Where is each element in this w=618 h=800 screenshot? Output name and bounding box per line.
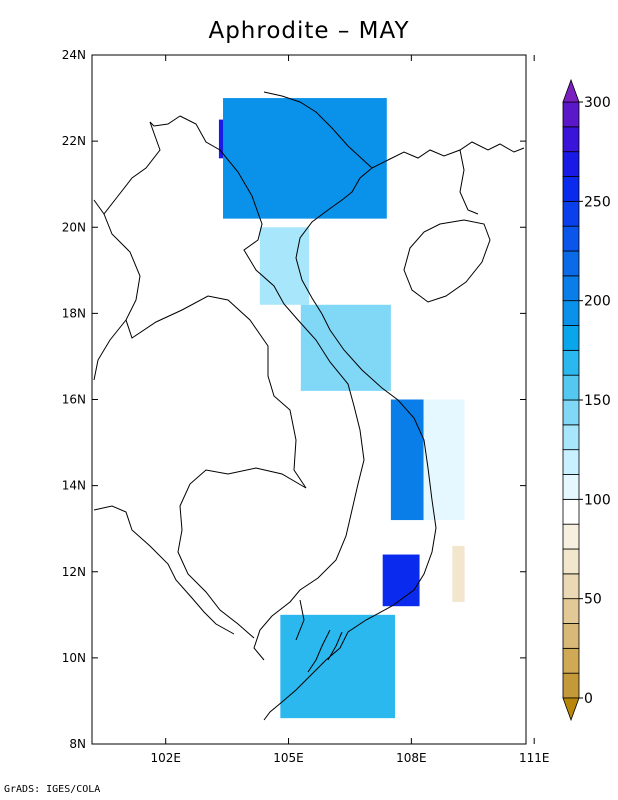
colorbar-box (562, 325, 580, 351)
precip-region-3 (300, 304, 391, 391)
map-outlines (93, 91, 525, 721)
colorbar: 300 250 200 150 100 50 0 (562, 78, 611, 722)
precip-region-7 (452, 545, 465, 602)
lon-tick-label: 108E (396, 751, 427, 765)
colorbar-box (562, 623, 580, 649)
precip-region-6 (382, 554, 420, 607)
colorbar-box (562, 200, 580, 227)
precipitation-cells (218, 98, 465, 719)
colorbar-box (562, 225, 580, 252)
lat-tick-label: 18N (62, 306, 86, 320)
colorbar-box (562, 300, 580, 326)
hainan-island (403, 219, 491, 303)
colorbar-box (562, 424, 580, 451)
lat-tick-label: 14N (62, 479, 86, 493)
vietnam-border (179, 115, 365, 661)
colorbar-label: 250 (584, 194, 611, 210)
colorbar-box (562, 672, 580, 699)
vietnam-coastline (263, 167, 437, 721)
lat-tick-label: 10N (62, 651, 86, 665)
colorbar-box (562, 548, 580, 575)
colorbar-label: 50 (584, 592, 602, 608)
colorbar-box (562, 250, 580, 277)
colorbar-box (562, 449, 580, 475)
precip-region-8 (280, 614, 395, 719)
precip-region-2 (259, 227, 309, 305)
lon-tick-label: 111E (519, 751, 550, 765)
colorbar-box (562, 101, 580, 128)
lat-tick-label: 22N (62, 134, 86, 148)
precip-region-1 (223, 98, 387, 219)
precip-region-5 (423, 399, 465, 521)
china-coastline (371, 141, 525, 169)
lat-tick-label: 20N (62, 220, 86, 234)
colorbar-box (562, 399, 580, 426)
colorbar-box (562, 176, 580, 202)
credit-text: GrADS: IGES/COLA (4, 784, 101, 795)
lon-tick-label: 102E (150, 751, 181, 765)
colorbar-box (562, 349, 580, 376)
map-title: Aphrodite – MAY (208, 18, 410, 44)
precip-region-4 (390, 399, 424, 521)
colorbar-box (562, 151, 580, 177)
colorbar-box (562, 598, 580, 624)
mekong-channels (295, 599, 343, 673)
colorbar-box (562, 498, 580, 525)
colorbar-box (562, 374, 580, 401)
colorbar-label: 0 (584, 691, 593, 707)
colorbar-box (562, 647, 580, 674)
thailand-west-border (93, 199, 235, 635)
colorbar-label: 150 (584, 393, 611, 409)
lat-tick-label: 12N (62, 565, 86, 579)
map-axes: 24N 22N 20N 18N 16N 14N 12N 10N 8N 102E 105E 108E 11… (62, 48, 550, 765)
lat-tick-label: 24N (62, 48, 86, 62)
colorbar-box (562, 573, 580, 600)
cambodia-border (177, 467, 307, 639)
colorbar-label: 300 (584, 95, 611, 111)
lat-tick-label: 8N (69, 737, 86, 751)
colorbar-box (562, 275, 580, 302)
colorbar-label: 100 (584, 492, 611, 508)
leizhou-peninsula (459, 149, 479, 215)
lat-tick-label: 16N (62, 393, 86, 407)
colorbar-max-arrow (562, 78, 580, 103)
colorbar-box (562, 474, 580, 500)
laos-border (103, 121, 307, 489)
colorbar-min-arrow (562, 697, 580, 722)
colorbar-label: 200 (584, 294, 611, 310)
colorbar-box (562, 126, 580, 153)
colorbar-box (562, 523, 580, 550)
lon-tick-label: 105E (273, 751, 304, 765)
china-border (149, 91, 373, 169)
